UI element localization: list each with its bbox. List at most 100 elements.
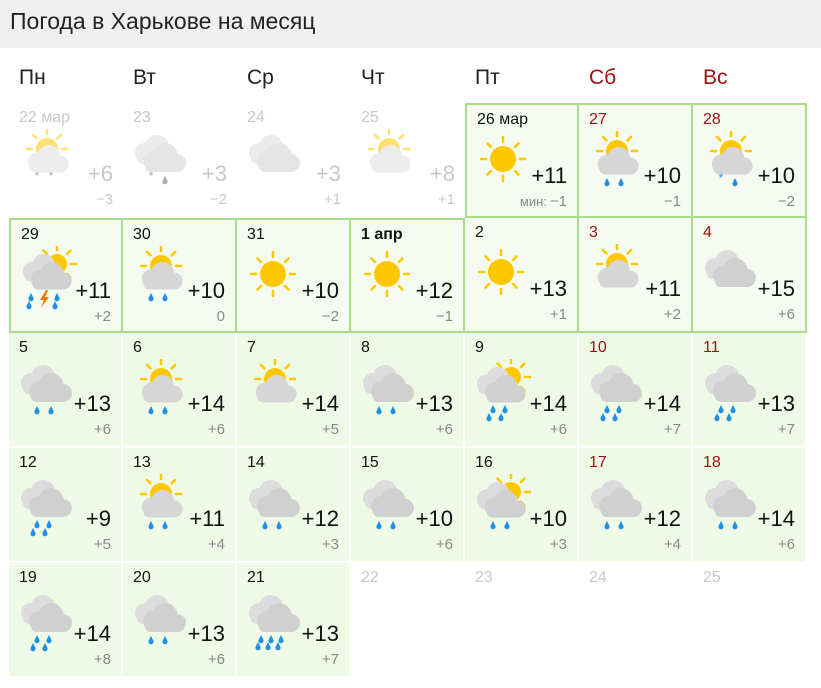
max-temperature: +10 — [415, 506, 453, 531]
min-value: +7 — [663, 421, 681, 438]
day-cell[interactable]: 20 +13 +6 — [123, 563, 237, 678]
partly-cloudy-dry-icon — [585, 242, 649, 308]
day-date: 9 — [475, 339, 484, 356]
min-temperature: +2 — [664, 306, 681, 323]
day-cell[interactable]: 27 +10 −1 — [579, 103, 693, 218]
day-cell[interactable]: 4 +15 +6 — [693, 218, 807, 333]
min-value: +6 — [549, 421, 567, 438]
min-value: +7 — [777, 421, 795, 438]
max-temperature: +9 — [85, 506, 111, 531]
day-date: 15 — [361, 454, 379, 471]
min-temperature: +6 — [208, 651, 225, 668]
min-temperature: +6 — [94, 421, 111, 438]
day-cell[interactable]: 22 мар * * +6 −3 — [9, 103, 123, 218]
cloudy-rain-light-icon — [699, 474, 763, 538]
day-cell[interactable]: 6 +14 +6 — [123, 333, 237, 448]
max-temperature: +13 — [187, 621, 225, 646]
day-date: 25 — [703, 569, 721, 586]
min-value: +8 — [93, 651, 111, 668]
day-cell[interactable]: 10 +14 +7 — [579, 333, 693, 448]
day-cell[interactable]: 15 +10 +6 — [351, 448, 465, 563]
day-cell[interactable]: 2 +13 +1 — [465, 218, 579, 333]
sunny-dry-icon — [357, 246, 421, 310]
day-cell[interactable]: 14 +12 +3 — [237, 448, 351, 563]
day-date: 22 — [361, 569, 379, 586]
min-value: +7 — [321, 651, 339, 668]
day-date: 29 — [21, 226, 39, 243]
min-temperature: +5 — [94, 536, 111, 553]
weekday-1: Вт — [133, 66, 156, 89]
day-cell[interactable]: 9 +14 +6 — [465, 333, 579, 448]
min-value: −2 — [777, 193, 795, 210]
day-cell[interactable]: 11 +13 +7 — [693, 333, 807, 448]
min-temperature: −2 — [778, 193, 795, 210]
day-cell[interactable]: 26 мар +11 мин: −1 — [465, 103, 579, 218]
min-temperature: +1 — [438, 191, 455, 208]
day-cell[interactable]: 24 +3 +1 — [237, 103, 351, 218]
min-temperature: +6 — [208, 421, 225, 438]
min-temperature: +1 — [550, 306, 567, 323]
min-value: −1 — [663, 193, 681, 210]
day-cell[interactable]: 5 +13 +6 — [9, 333, 123, 448]
sunny-dry-icon — [471, 244, 535, 308]
day-date: 19 — [19, 569, 37, 586]
day-cell[interactable]: 18 +14 +6 — [693, 448, 807, 563]
min-value: +6 — [435, 421, 453, 438]
partly-cloudy-dry-icon — [357, 127, 421, 193]
day-date: 25 — [361, 109, 379, 126]
min-value: +6 — [777, 306, 795, 323]
day-cell[interactable]: 7 +14 +5 — [237, 333, 351, 448]
max-temperature: +10 — [187, 278, 225, 303]
max-temperature: +11 — [531, 163, 567, 188]
day-cell[interactable]: 8 +13 +6 — [351, 333, 465, 448]
day-date: 16 — [475, 454, 493, 471]
day-date: 27 — [589, 111, 607, 128]
partly-cloudy-rain-light-icon — [129, 357, 193, 423]
day-cell: 24 — [579, 563, 693, 678]
day-cell[interactable]: 30 +10 0 — [123, 218, 237, 333]
min-temperature: +1 — [324, 191, 341, 208]
day-cell[interactable]: 25 +8 +1 — [351, 103, 465, 218]
day-cell[interactable]: 12 +9 +5 — [9, 448, 123, 563]
svg-text:*: * — [719, 171, 724, 185]
min-temperature: +6 — [778, 536, 795, 553]
day-date: 3 — [589, 224, 598, 241]
day-cell[interactable]: 23 * +3 −2 — [123, 103, 237, 218]
max-temperature: +13 — [529, 276, 567, 301]
day-cell[interactable]: 13 +11 +4 — [123, 448, 237, 563]
cloudy-rain-light-icon — [129, 589, 193, 653]
max-temperature: +15 — [757, 276, 795, 301]
day-cell: 22 — [351, 563, 465, 678]
day-date: 2 — [475, 224, 484, 241]
min-temperature: +4 — [208, 536, 225, 553]
min-value: 0 — [216, 308, 225, 325]
day-date: 4 — [703, 224, 712, 241]
cloudy-rain-light-icon — [357, 359, 421, 423]
day-date: 12 — [19, 454, 37, 471]
day-cell[interactable]: 28 * +10 −2 — [693, 103, 807, 218]
day-cell[interactable]: 16 +10 +3 — [465, 448, 579, 563]
day-cell[interactable]: 17 +12 +4 — [579, 448, 693, 563]
weekday-3: Чт — [361, 66, 385, 89]
day-cell[interactable]: 31 +10 −2 — [237, 218, 351, 333]
day-cell[interactable]: 21 +13 +7 — [237, 563, 351, 678]
day-date: 28 — [703, 111, 721, 128]
day-cell[interactable]: 29 +11 +2 — [9, 218, 123, 333]
min-temperature: +7 — [664, 421, 681, 438]
weekday-6: Вс — [703, 66, 728, 89]
min-value: +6 — [207, 421, 225, 438]
day-cell[interactable]: 1 апр +12 −1 — [351, 218, 465, 333]
day-date: 24 — [589, 569, 607, 586]
day-date: 23 — [133, 109, 151, 126]
max-temperature: +13 — [757, 391, 795, 416]
svg-text:*: * — [35, 169, 40, 183]
max-temperature: +11 — [645, 276, 681, 301]
min-value: +6 — [435, 536, 453, 553]
day-cell[interactable]: 19 +14 +8 — [9, 563, 123, 678]
day-date: 22 мар — [19, 109, 71, 126]
max-temperature: +12 — [643, 506, 681, 531]
min-temperature: мин: −1 — [520, 193, 567, 210]
cloudy-rain-icon — [15, 589, 79, 653]
day-cell[interactable]: 3 +11 +2 — [579, 218, 693, 333]
page-header: Погода в Харькове на месяц — [0, 0, 821, 48]
